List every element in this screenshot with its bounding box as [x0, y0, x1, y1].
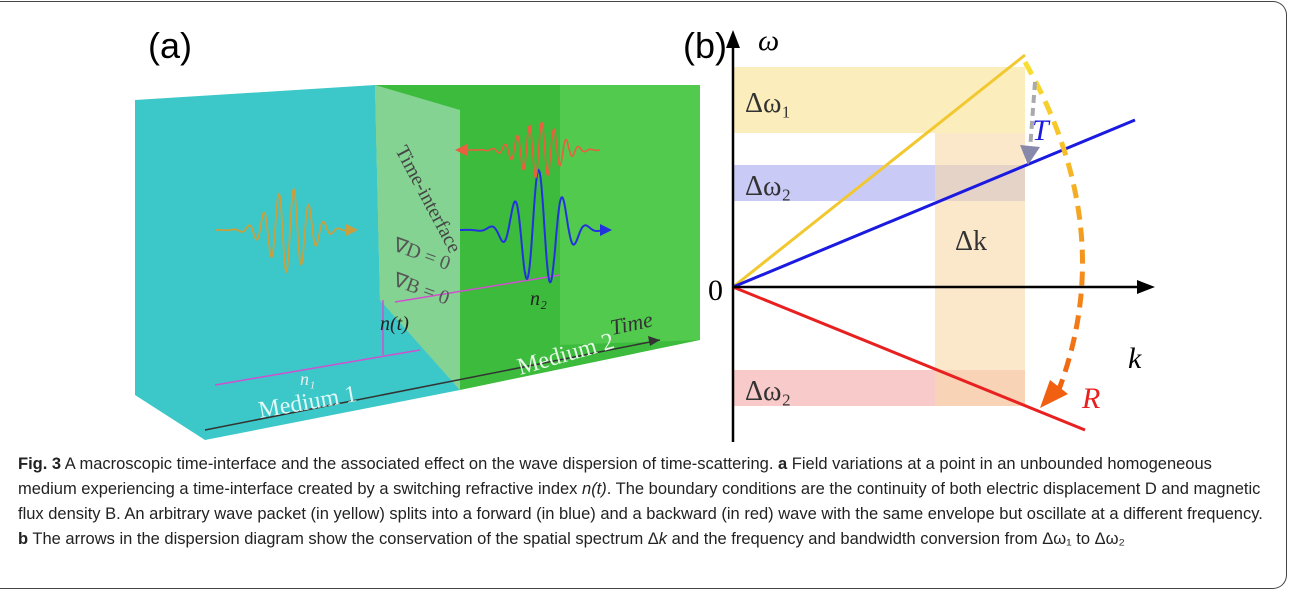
- axis-label: k: [1128, 342, 1142, 375]
- reflected-dispersion: [733, 287, 1085, 430]
- arrowhead: [1040, 380, 1068, 408]
- transmission-label: T: [1032, 114, 1051, 147]
- band-label: Δω₂: [745, 376, 791, 407]
- dk-band: [935, 133, 1025, 406]
- caption-panel: b: [18, 530, 28, 548]
- reflection-label: R: [1081, 382, 1100, 415]
- caption-math: n(t): [582, 480, 607, 498]
- panel-label: (b): [683, 25, 727, 66]
- caption-label: Fig. 3: [18, 455, 61, 473]
- caption-text: and the frequency and bandwidth conversi…: [667, 530, 1125, 548]
- panel-label: (a): [148, 25, 192, 66]
- origin-label: 0: [708, 274, 723, 307]
- index-label: n₂: [530, 288, 547, 310]
- figure-caption: Fig. 3 A macroscopic time-interface and …: [18, 452, 1273, 552]
- index-label: n₁: [300, 369, 315, 389]
- caption-text: The arrows in the dispersion diagram sho…: [28, 530, 659, 548]
- band-label: Δk: [955, 226, 987, 257]
- figure-art: (a) Time-interface ∇D = 0 ∇B = 0 n(t) n₂…: [0, 0, 1290, 450]
- caption-panel: a: [778, 455, 787, 473]
- transmitted-dispersion: [733, 120, 1135, 287]
- band-label: Δω₂: [745, 171, 791, 202]
- axis-label: ω: [758, 24, 779, 57]
- axis-arrow: [1137, 280, 1155, 294]
- medium2-side: [560, 85, 700, 345]
- caption-math: k: [659, 530, 667, 548]
- index-label: n(t): [380, 313, 409, 335]
- caption-text: A macroscopic time-interface and the ass…: [61, 455, 778, 473]
- band-label: Δω₁: [745, 88, 791, 119]
- axis-arrow: [726, 30, 740, 48]
- page: (a) Time-interface ∇D = 0 ∇B = 0 n(t) n₂…: [0, 0, 1290, 592]
